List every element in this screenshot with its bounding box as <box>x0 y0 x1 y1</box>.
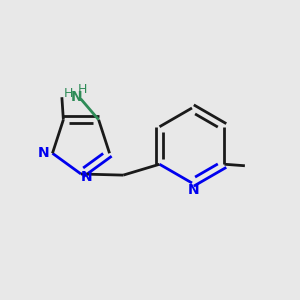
Text: H: H <box>77 83 87 96</box>
Text: N: N <box>38 146 49 160</box>
Text: H: H <box>64 87 73 100</box>
Text: N: N <box>188 183 199 196</box>
Text: N: N <box>81 170 92 184</box>
Text: N: N <box>70 90 82 104</box>
